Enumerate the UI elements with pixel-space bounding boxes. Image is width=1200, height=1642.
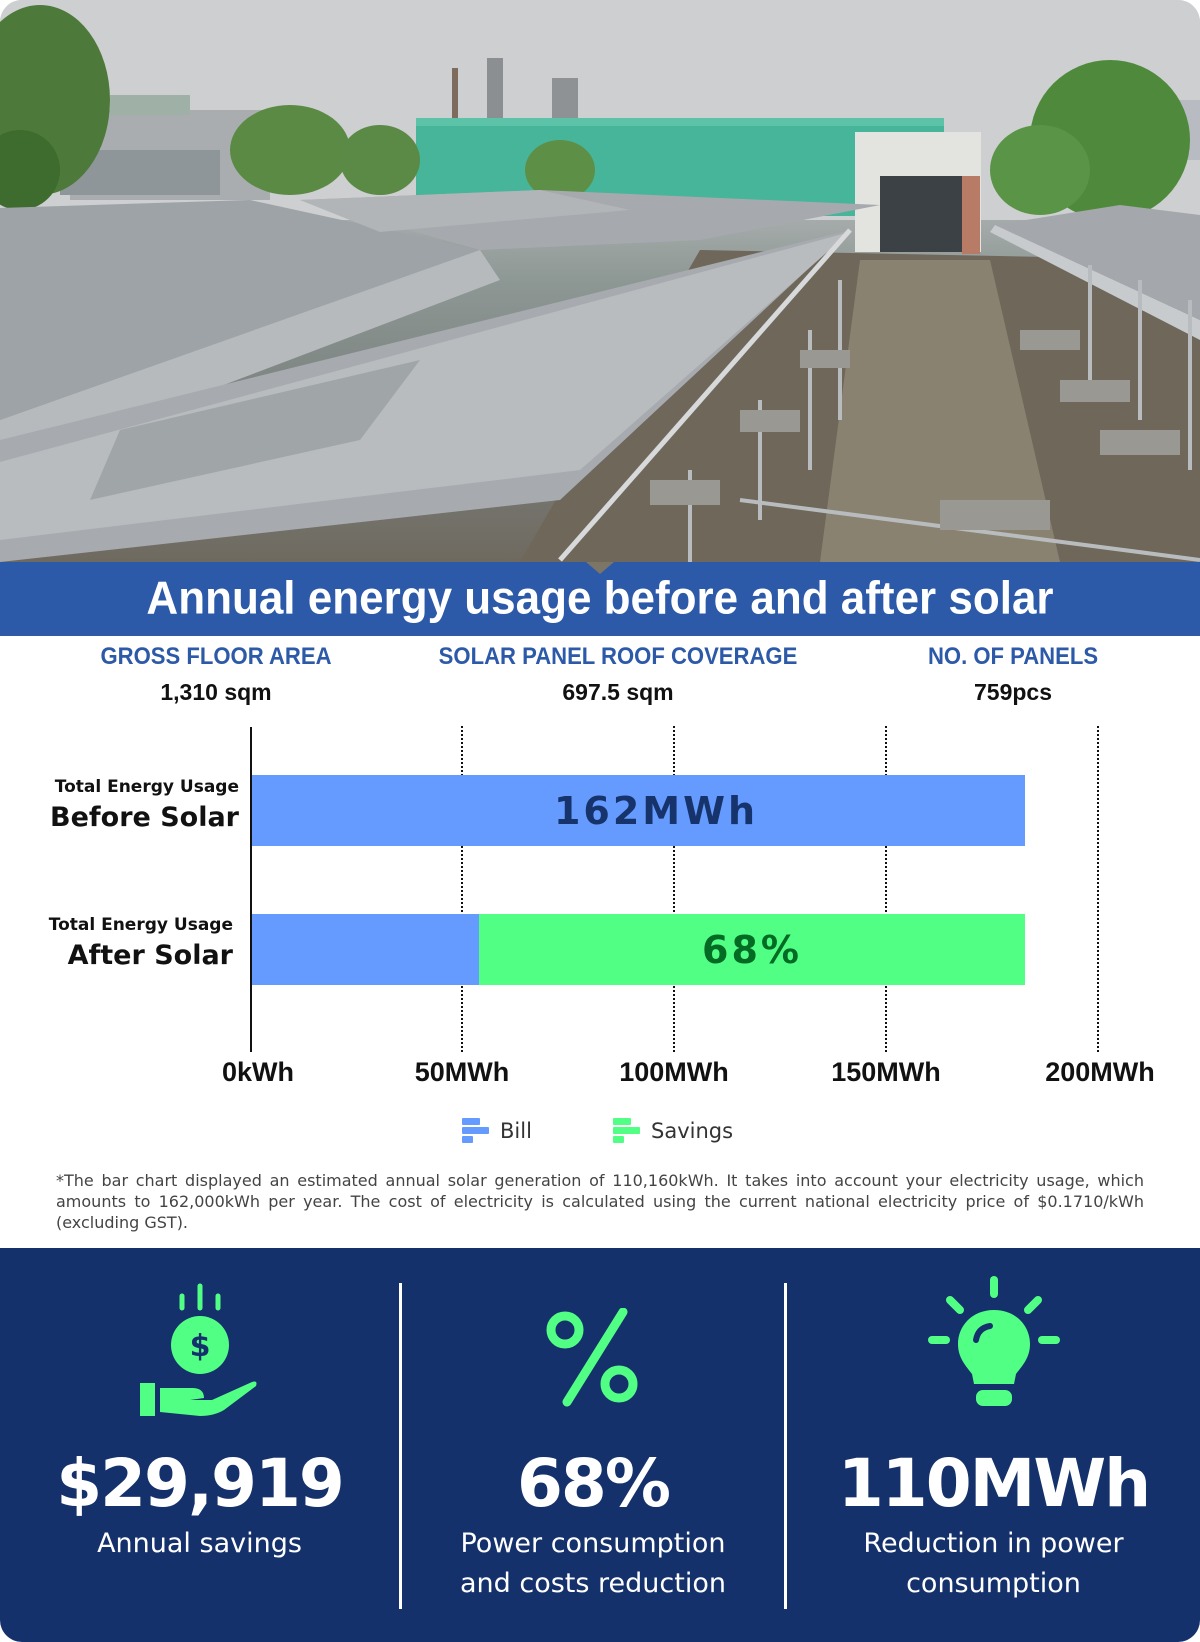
- stat-value: 697.5 sqm: [562, 679, 674, 705]
- category-label-after: Total Energy Usage After Solar: [49, 913, 233, 975]
- chart-footnote: *The bar chart displayed an estimated an…: [56, 1171, 1144, 1232]
- photo-illustration: [0, 0, 1200, 562]
- kpi-caption-line: and costs reduction: [460, 1568, 726, 1599]
- kpi-divider: [784, 1283, 787, 1609]
- chart-legend: Bill Savings: [0, 1118, 1200, 1154]
- bar-after-bill: [251, 914, 479, 985]
- project-stats: GROSS FLOOR AREA 1,310 sqm SOLAR PANEL R…: [0, 640, 1200, 720]
- title-banner: Annual energy usage before and after sol…: [0, 562, 1200, 636]
- bar-label-before: 162MWh: [553, 788, 759, 833]
- money-hand-icon: $: [139, 1276, 260, 1420]
- gridline-150: [885, 726, 887, 1052]
- bar-before-bill: [251, 775, 1025, 846]
- kpi-value: 68%: [517, 1445, 671, 1522]
- x-tick-50: 50MWh: [414, 1057, 510, 1087]
- bar-chart-icon: [462, 1118, 490, 1144]
- category-label-small: Total Energy Usage: [54, 777, 239, 797]
- y-axis-line: [250, 727, 252, 1052]
- kpi-panel: $ $29,919 Annual savings 68% Pow: [0, 1248, 1200, 1642]
- kpi-divider: [399, 1283, 402, 1609]
- percent-icon: [543, 1307, 643, 1412]
- bar-chart-icon: [613, 1118, 641, 1144]
- legend-label: Savings: [651, 1119, 734, 1143]
- stat-label: NO. OF PANELS: [927, 643, 1099, 670]
- stat-label: SOLAR PANEL ROOF COVERAGE: [438, 643, 798, 670]
- stat-value: 759pcs: [973, 679, 1052, 705]
- banner-notch: [586, 562, 614, 574]
- category-label-small: Total Energy Usage: [48, 915, 233, 935]
- stat-roof-coverage: SOLAR PANEL ROOF COVERAGE 697.5 sqm: [423, 640, 813, 710]
- kpi-value: 110MWh: [837, 1445, 1151, 1522]
- stat-gross-floor-area: GROSS FLOOR AREA 1,310 sqm: [90, 640, 341, 710]
- kpi-annual-savings: $ $29,919 Annual savings: [0, 1248, 399, 1642]
- gridline-50: [461, 726, 463, 1052]
- legend-label: Bill: [500, 1119, 532, 1143]
- stat-label: GROSS FLOOR AREA: [100, 643, 332, 670]
- gridline-100: [673, 726, 675, 1052]
- kpi-caption-line: Reduction in power: [863, 1528, 1124, 1559]
- x-tick-200: 200MWh: [1045, 1057, 1155, 1087]
- kpi-caption-line: consumption: [906, 1568, 1081, 1599]
- kpi-caption: Reduction in power consumption: [787, 1524, 1200, 1604]
- page-title: Annual energy usage before and after sol…: [146, 572, 1054, 625]
- svg-text:$: $: [189, 1329, 210, 1364]
- kpi-caption-line: Annual savings: [97, 1528, 302, 1559]
- legend-item-bill: Bill: [462, 1118, 532, 1144]
- x-tick-0: 0kWh: [221, 1057, 295, 1087]
- solar-rooftop-photo: [0, 0, 1200, 562]
- x-tick-150: 150MWh: [831, 1057, 941, 1087]
- stat-value: 1,310 sqm: [160, 679, 272, 705]
- bar-label-after: 68%: [702, 927, 802, 972]
- x-tick-100: 100MWh: [619, 1057, 729, 1087]
- energy-bar-chart: Total Energy Usage Before Solar 162MWh T…: [0, 720, 1200, 1170]
- category-label-big: After Solar: [67, 940, 233, 971]
- kpi-caption: Annual savings: [0, 1524, 399, 1564]
- kpi-energy-reduction: 110MWh Reduction in power consumption: [787, 1248, 1200, 1642]
- legend-item-savings: Savings: [613, 1118, 733, 1144]
- category-label-big: Before Solar: [50, 802, 239, 833]
- bar-after-savings: [479, 914, 1025, 985]
- kpi-value: $29,919: [56, 1445, 345, 1522]
- gridline-200: [1097, 726, 1099, 1052]
- lightbulb-icon: [924, 1274, 1064, 1418]
- kpi-reduction-percent: 68% Power consumption and costs reductio…: [402, 1248, 784, 1642]
- category-label-before: Total Energy Usage Before Solar: [50, 775, 239, 837]
- kpi-caption-line: Power consumption: [460, 1528, 726, 1559]
- stat-number-of-panels: NO. OF PANELS 759pcs: [921, 640, 1106, 710]
- kpi-caption: Power consumption and costs reduction: [402, 1524, 784, 1604]
